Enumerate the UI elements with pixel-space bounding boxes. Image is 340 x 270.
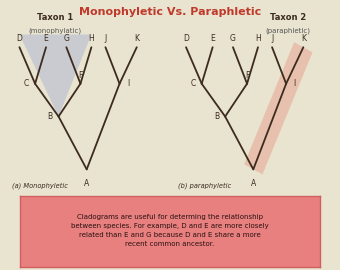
Text: F: F bbox=[78, 71, 83, 80]
Text: (monophylatic): (monophylatic) bbox=[29, 27, 82, 34]
Text: K: K bbox=[134, 34, 139, 43]
Text: A: A bbox=[251, 180, 256, 188]
Text: (paraphletic): (paraphletic) bbox=[265, 27, 310, 34]
Text: D: D bbox=[17, 34, 22, 43]
Text: G: G bbox=[64, 34, 69, 43]
Text: K: K bbox=[301, 34, 306, 43]
Text: (a) Monophyletic: (a) Monophyletic bbox=[12, 183, 68, 190]
Text: Taxon 1: Taxon 1 bbox=[37, 13, 73, 22]
Text: C: C bbox=[24, 79, 29, 88]
Text: H: H bbox=[255, 34, 261, 43]
Text: B: B bbox=[47, 112, 52, 121]
Text: Monophyletic Vs. Paraphletic: Monophyletic Vs. Paraphletic bbox=[79, 7, 261, 17]
Text: I: I bbox=[127, 79, 129, 88]
Text: Cladograms are useful for determing the relationship
between species. For exampl: Cladograms are useful for determing the … bbox=[71, 214, 269, 247]
Text: G: G bbox=[230, 34, 236, 43]
Text: F: F bbox=[245, 71, 249, 80]
Text: Taxon 2: Taxon 2 bbox=[270, 13, 306, 22]
Polygon shape bbox=[19, 35, 91, 117]
Text: H: H bbox=[88, 34, 94, 43]
Text: D: D bbox=[183, 34, 189, 43]
Text: A: A bbox=[84, 180, 89, 188]
Text: B: B bbox=[214, 112, 219, 121]
Text: J: J bbox=[104, 34, 107, 43]
Text: E: E bbox=[44, 34, 48, 43]
Text: J: J bbox=[271, 34, 273, 43]
Text: C: C bbox=[190, 79, 196, 88]
Text: I: I bbox=[294, 79, 296, 88]
Polygon shape bbox=[244, 42, 312, 174]
Text: E: E bbox=[210, 34, 215, 43]
Text: (b) paraphyletic: (b) paraphyletic bbox=[178, 183, 231, 190]
